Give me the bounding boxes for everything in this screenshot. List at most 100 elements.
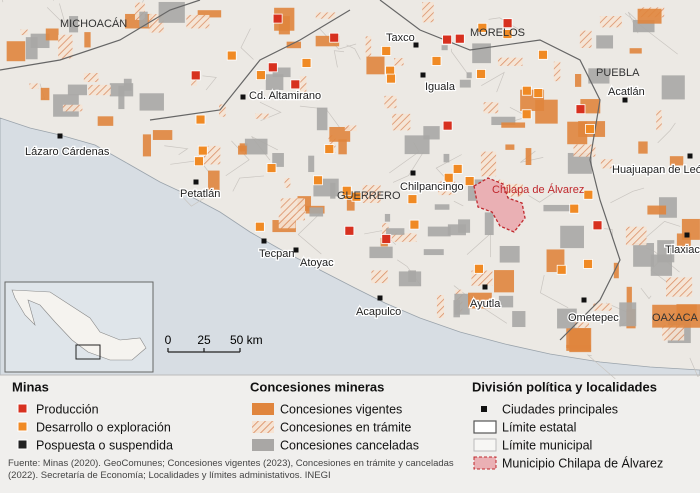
concession-pending: [480, 151, 497, 177]
city-label: Cd. Altamirano: [249, 90, 321, 102]
mine-icon: [194, 156, 204, 167]
concession-cancelled: [139, 93, 164, 111]
concession-cancelled: [443, 153, 450, 163]
concession-pending: [573, 144, 596, 157]
concession-cancelled: [453, 300, 460, 318]
mine-icon: [521, 109, 532, 120]
concession-active: [315, 35, 340, 47]
scale-label: 25: [197, 333, 211, 347]
concession-cancelled: [308, 155, 315, 173]
city-marker: [57, 133, 63, 139]
municipal-boundary: [46, 3, 67, 27]
concession-cancelled: [588, 68, 610, 84]
legend-symbol: [481, 406, 487, 412]
city-label: Huajuapan de León: [612, 164, 700, 176]
concession-pending: [134, 2, 145, 21]
concession-cancelled: [472, 43, 491, 64]
region-label: OAXACA: [652, 312, 699, 324]
concession-cancelled: [619, 302, 637, 327]
concession-cancelled: [386, 228, 405, 235]
concession-pending: [502, 183, 523, 197]
concession-pending: [255, 113, 269, 119]
city-marker: [420, 72, 426, 78]
legend-item: Concesiones vigentes: [280, 402, 402, 416]
mine-icon: [254, 221, 265, 232]
concession-active: [45, 28, 59, 41]
concession-pending: [656, 110, 662, 131]
concession-cancelled: [498, 295, 514, 308]
concession-pending: [391, 233, 417, 242]
city-marker: [684, 232, 690, 238]
mine-icon: [442, 120, 453, 131]
concession-cancelled: [25, 37, 38, 60]
municipal-boundary: [225, 140, 250, 177]
concession-active: [613, 262, 619, 279]
mine-icon: [502, 29, 513, 39]
concession-cancelled: [466, 72, 472, 79]
region-label: GUERRERO: [337, 190, 401, 202]
concession-cancelled: [158, 1, 185, 23]
mine-icon: [409, 219, 420, 230]
mine-icon: [329, 32, 340, 43]
scale-label: 50 km: [230, 333, 263, 347]
concession-cancelled: [567, 152, 592, 174]
municipal-boundary: [689, 357, 700, 378]
concession-cancelled: [69, 16, 79, 33]
region-label: PUEBLA: [596, 67, 640, 79]
concession-cancelled: [543, 204, 571, 212]
concession-pending: [625, 226, 647, 246]
mine-icon: [575, 104, 586, 115]
city-label: Lázaro Cárdenas: [25, 146, 110, 158]
highlight-label: Chilapa de Álvarez: [492, 183, 584, 196]
inset-mexico: [11, 289, 147, 361]
concession-pending: [29, 83, 39, 89]
mine-icon: [301, 58, 312, 68]
legend-symbol: [252, 421, 274, 433]
city-marker: [482, 284, 488, 290]
concession-cancelled: [447, 224, 466, 236]
concession-pending: [471, 270, 493, 286]
mine-icon: [431, 56, 442, 66]
mine-icon: [313, 175, 323, 186]
region-label: MICHOACÁN: [60, 17, 127, 30]
municipal-boundary: [528, 189, 559, 203]
mine-icon: [592, 220, 603, 231]
concession-cancelled: [650, 254, 673, 276]
legend-symbol: [17, 439, 28, 450]
mine-icon: [454, 33, 465, 44]
concession-cancelled: [272, 67, 291, 78]
concession-active: [629, 48, 642, 54]
mine-icon: [344, 225, 355, 236]
mine-icon: [290, 79, 301, 90]
legend-item: Concesiones canceladas: [280, 438, 419, 452]
concession-cancelled: [427, 226, 451, 237]
municipal-boundary: [297, 213, 322, 255]
concession-pending: [392, 113, 411, 131]
state-boundary: [379, 0, 621, 341]
municipal-boundary: [232, 175, 265, 192]
mine-icon: [266, 163, 277, 173]
concession-active: [197, 10, 222, 18]
region-label: MORELOS: [470, 27, 525, 39]
city-marker: [293, 247, 299, 253]
municipal-boundary: [610, 187, 645, 204]
city-marker: [413, 42, 419, 48]
concession-cancelled: [423, 249, 444, 256]
municipal-boundary: [488, 17, 526, 34]
legend-item: Límite municipal: [502, 438, 592, 452]
concession-cancelled: [661, 75, 685, 100]
concession-active: [525, 148, 532, 166]
municipal-boundary: [481, 71, 505, 93]
city-marker: [240, 94, 246, 100]
concession-cancelled: [118, 85, 125, 110]
scale-label: 0: [165, 333, 172, 347]
concession-active: [638, 141, 648, 154]
concession-cancelled: [557, 308, 577, 329]
mine-icon: [502, 18, 513, 29]
city-marker: [581, 297, 587, 303]
concession-active: [278, 16, 290, 35]
concession-pending: [574, 317, 590, 328]
concession-pending: [394, 58, 404, 66]
mine-icon: [341, 185, 352, 196]
